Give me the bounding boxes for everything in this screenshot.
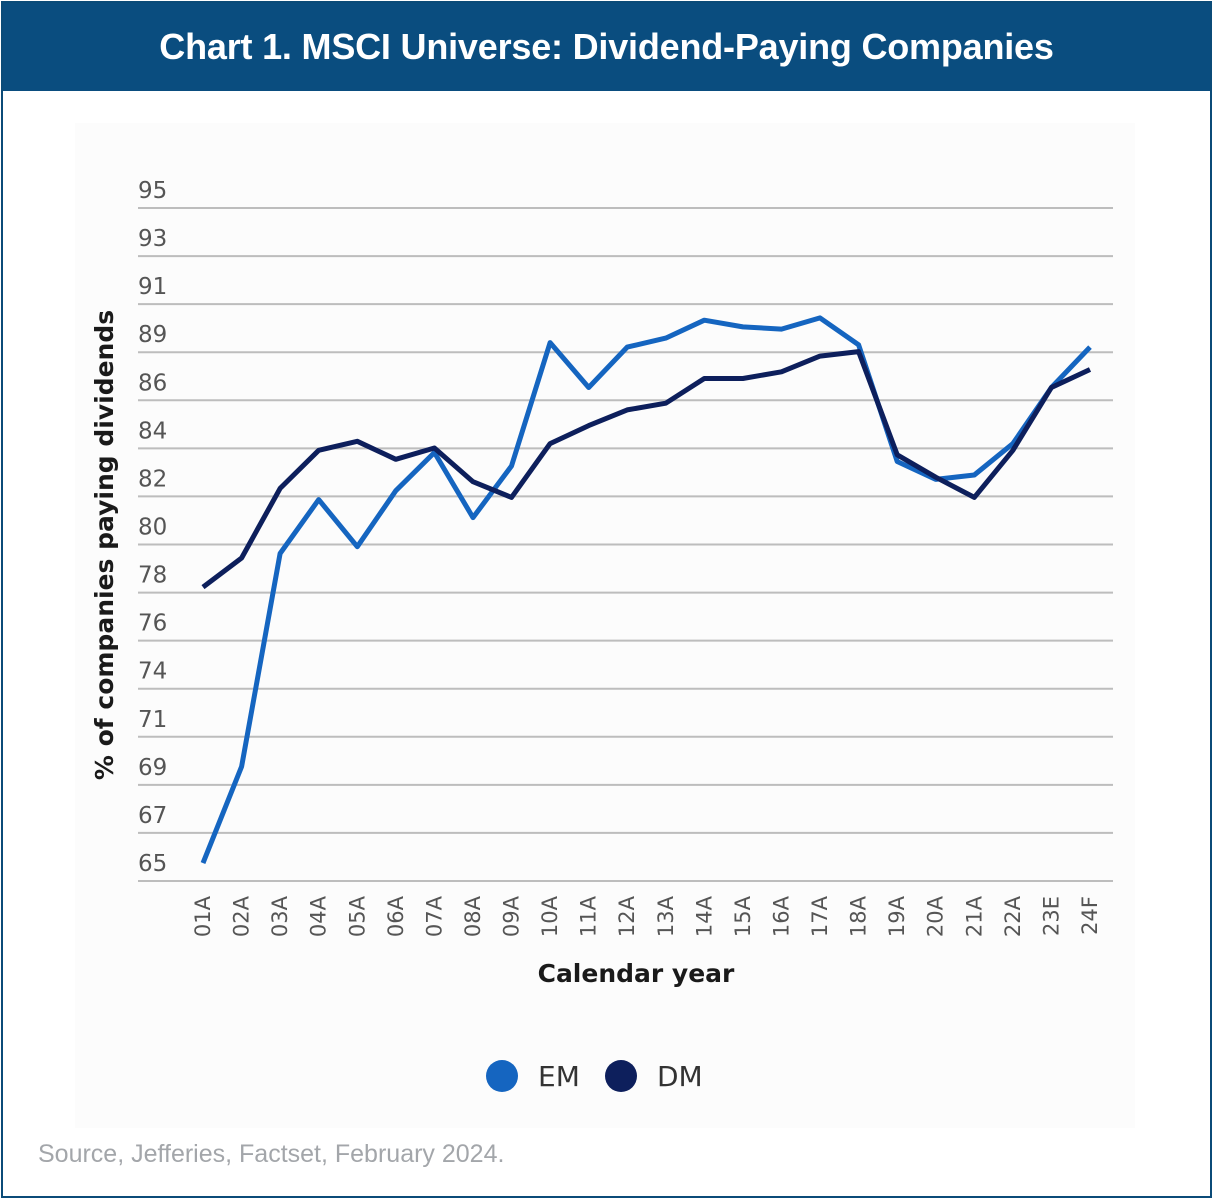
gridlines <box>138 207 1113 882</box>
y-tick-label: 71 <box>138 707 167 733</box>
x-tick-label: 12A <box>615 895 639 937</box>
y-tick-label: 89 <box>138 322 167 348</box>
y-tick-label: 69 <box>138 755 167 781</box>
x-tick-label: 03A <box>268 895 292 937</box>
y-tick-label: 91 <box>138 274 167 300</box>
x-tick-label: 11A <box>577 895 601 937</box>
series-lines <box>200 315 1092 865</box>
legend-label-dm: DM <box>657 1060 703 1093</box>
y-tick-label: 78 <box>138 563 167 589</box>
x-tick-label: 09A <box>500 895 524 937</box>
x-tick-label: 18A <box>847 895 871 937</box>
y-tick-label: 67 <box>138 803 167 829</box>
legend-marker-em <box>486 1060 518 1092</box>
y-axis-label: % of companies paying dividends <box>90 310 119 780</box>
legend-label-em: EM <box>538 1060 580 1093</box>
x-tick-label: 05A <box>345 895 369 937</box>
x-axis-label: Calendar year <box>538 959 735 988</box>
y-tick-label: 80 <box>138 515 167 541</box>
x-tick-label: 10A <box>538 895 562 937</box>
y-tick-label: 82 <box>138 466 167 492</box>
x-tick-label: 24F <box>1078 896 1102 935</box>
y-tick-label: 93 <box>138 226 167 252</box>
x-tick-label: 22A <box>1001 895 1025 937</box>
x-tick-label: 01A <box>191 895 215 937</box>
x-tick-label: 17A <box>808 895 832 937</box>
x-tick-label: 14A <box>692 895 716 937</box>
x-tick-label: 07A <box>422 895 446 937</box>
x-tick-label: 21A <box>962 895 986 937</box>
y-tick-label: 76 <box>138 611 167 637</box>
y-tick-label: 84 <box>138 418 167 444</box>
x-tick-label: 20A <box>924 895 948 937</box>
chart-title: Chart 1. MSCI Universe: Dividend-Paying … <box>3 3 1210 91</box>
series-line-dm <box>201 349 1092 590</box>
source-note: Source, Jefferies, Factset, February 202… <box>38 1140 505 1168</box>
x-tick-label: 23E <box>1039 896 1063 936</box>
legend-marker-dm <box>605 1060 637 1092</box>
x-tick-label: 04A <box>307 895 331 937</box>
x-tick-label: 16A <box>769 895 793 937</box>
plot-background <box>75 123 1135 1128</box>
x-tick-label: 06A <box>384 895 408 937</box>
x-tick-label: 02A <box>230 895 254 937</box>
x-axis-ticks: 01A 02A 03A 04A 05A 06A 07A 08A 09A 10A 11A 12A 13A 1… <box>191 895 1102 937</box>
y-tick-label: 95 <box>138 178 167 204</box>
y-tick-label: 65 <box>138 851 167 877</box>
x-tick-label: 19A <box>885 895 909 937</box>
y-tick-label: 74 <box>138 659 167 685</box>
x-tick-label: 13A <box>654 895 678 937</box>
y-tick-label: 86 <box>138 370 167 396</box>
y-axis-ticks: 95 93 91 89 86 84 82 80 78 76 74 71 69 67 65 <box>138 178 167 877</box>
x-tick-label: 15A <box>731 895 755 937</box>
legend: EM DM <box>486 1060 703 1093</box>
x-tick-label: 08A <box>461 895 485 937</box>
